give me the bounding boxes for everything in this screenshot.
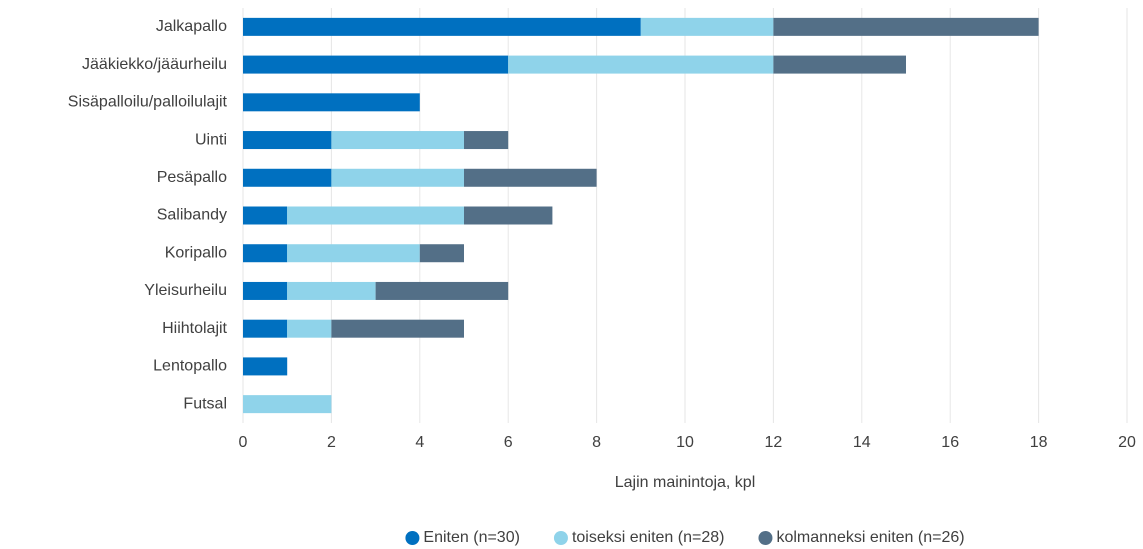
y-tick-label: Futsal	[183, 395, 227, 412]
legend-marker	[553, 531, 568, 545]
bar-segment	[243, 93, 420, 112]
bar-segment	[464, 206, 553, 225]
bar-segment	[331, 319, 464, 338]
legend-marker	[758, 531, 773, 545]
y-tick-label: Pesäpallo	[157, 169, 227, 186]
legend-label: toiseksi eniten (n=28)	[572, 529, 725, 546]
bar-segment	[243, 244, 288, 263]
y-tick-label: Salibandy	[157, 207, 227, 224]
bar-segment	[419, 244, 464, 263]
x-axis-label: Lajin mainintoja, kpl	[615, 474, 756, 491]
x-tick-label: 2	[327, 434, 336, 451]
legend-marker	[405, 531, 420, 545]
bar-segment	[508, 55, 774, 74]
legend-label: Eniten (n=30)	[423, 529, 520, 546]
bar-segment	[243, 357, 288, 376]
y-tick-label: Uinti	[195, 131, 227, 148]
bar-segment	[287, 206, 464, 225]
bar-segment	[243, 168, 332, 187]
bar-segment	[287, 319, 332, 338]
bar-segment	[331, 131, 464, 150]
bar-segment	[773, 17, 1039, 36]
bar-segment	[640, 17, 774, 36]
bar-segment	[243, 17, 641, 36]
bar-segment	[331, 168, 464, 187]
y-tick-label: Koripallo	[165, 244, 227, 261]
bar-segment	[773, 55, 906, 74]
bar-segment	[243, 281, 288, 300]
x-tick-label: 16	[941, 434, 959, 451]
x-tick-label: 12	[765, 434, 783, 451]
bar-segment	[243, 131, 332, 150]
bar-segment	[464, 131, 509, 150]
y-tick-label: Hiihtolajit	[162, 320, 227, 337]
bar-segment	[464, 168, 597, 187]
bar-segment	[287, 281, 376, 300]
y-tick-label: Sisäpalloilu/palloilulajit	[68, 94, 228, 111]
x-tick-label: 20	[1118, 434, 1136, 451]
bar-segment	[243, 319, 288, 338]
x-tick-label: 4	[415, 434, 424, 451]
legend-label: kolmanneksi eniten (n=26)	[776, 529, 964, 546]
x-tick-label: 8	[592, 434, 601, 451]
y-tick-label: Lentopallo	[153, 358, 227, 375]
x-tick-label: 0	[239, 434, 248, 451]
x-tick-label: 18	[1030, 434, 1048, 451]
x-tick-label: 14	[853, 434, 871, 451]
bar-segment	[375, 281, 509, 300]
y-tick-label: Jalkapallo	[156, 18, 227, 35]
bar-segment	[287, 244, 420, 263]
bar-segment	[243, 206, 288, 225]
y-tick-label: Yleisurheilu	[144, 282, 227, 299]
bar-segment	[243, 55, 509, 74]
bar-segment	[243, 395, 332, 414]
x-tick-label: 6	[504, 434, 513, 451]
y-tick-label: Jääkiekko/jääurheilu	[82, 56, 227, 73]
x-tick-label: 10	[676, 434, 694, 451]
